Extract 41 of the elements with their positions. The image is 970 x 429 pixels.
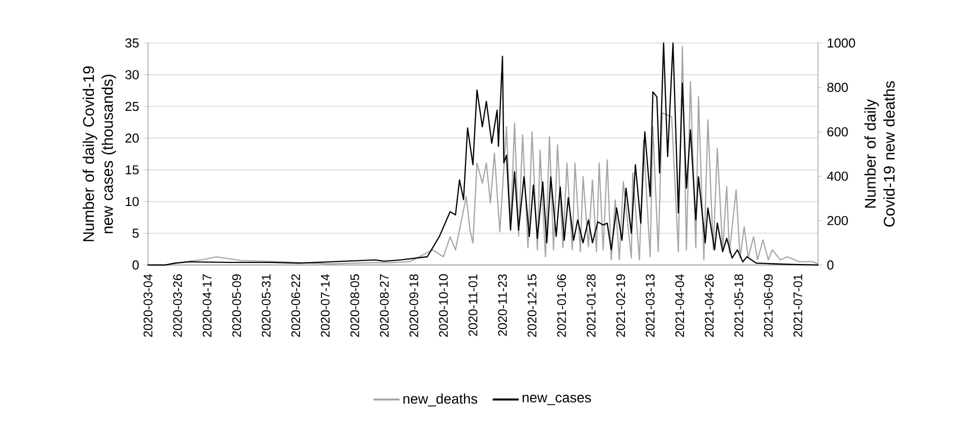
x-tick-label: 2021-01-28 <box>586 274 596 337</box>
y-tick-label: 20 <box>125 134 139 143</box>
y2-tick-label: 800 <box>827 82 848 92</box>
x-tick-label: 2020-06-22 <box>291 274 300 337</box>
y-axis-title: Number of daily Covid-19 new cases (thousands) <box>82 66 116 242</box>
x-tick-label: 2021-05-18 <box>734 274 744 337</box>
x-tick-label: 2021-01-06 <box>557 274 566 337</box>
x-tick-label: 2020-05-09 <box>232 274 242 337</box>
y2-tick-label: 200 <box>827 216 848 226</box>
x-tick-label: 2021-07-01 <box>793 274 802 337</box>
legend-label: new_cases <box>522 394 591 406</box>
y2-axis-title: Number of daily Covid-19 new deaths <box>864 81 895 227</box>
x-tick-label: 2021-04-04 <box>675 274 684 337</box>
x-tick-label: 2021-06-09 <box>764 274 773 337</box>
x-tick-label: 2020-05-31 <box>262 274 271 337</box>
x-tick-label: 2020-10-10 <box>438 274 448 337</box>
x-tick-label: 2020-09-18 <box>409 274 418 337</box>
x-tick-label: 2020-03-26 <box>173 274 182 337</box>
y-tick-label: 10 <box>126 196 139 206</box>
legend-label: new_deaths <box>403 394 478 406</box>
y2-tick-label: 1000 <box>828 38 856 48</box>
x-tick-label: 2020-03-04 <box>144 274 152 337</box>
x-tick-label: 2020-11-23 <box>498 274 507 336</box>
y-tick-label: 30 <box>125 70 139 80</box>
x-tick-label: 2021-04-26 <box>704 274 714 337</box>
y-tick-label: 0 <box>132 260 139 270</box>
x-tick-label: 2020-08-27 <box>380 274 389 337</box>
y2-tick-label: 0 <box>827 260 834 270</box>
y-tick-label: 35 <box>125 38 139 48</box>
x-tick-label: 2020-12-15 <box>528 274 536 337</box>
x-tick-label: 2021-03-13 <box>646 274 655 337</box>
y-tick-label: 15 <box>126 165 139 174</box>
y-tick-label: 5 <box>132 228 139 238</box>
y2-tick-label: 600 <box>827 127 848 136</box>
y-tick-label: 25 <box>125 102 139 112</box>
x-tick-label: 2021-02-19 <box>616 274 626 337</box>
x-tick-label: 2020-07-14 <box>320 274 330 337</box>
x-tick-label: 2020-08-05 <box>350 274 360 337</box>
x-tick-label: 2020-04-17 <box>202 274 212 337</box>
y2-tick-label: 400 <box>827 172 848 181</box>
x-tick-label: 2020-11-01 <box>468 274 478 336</box>
